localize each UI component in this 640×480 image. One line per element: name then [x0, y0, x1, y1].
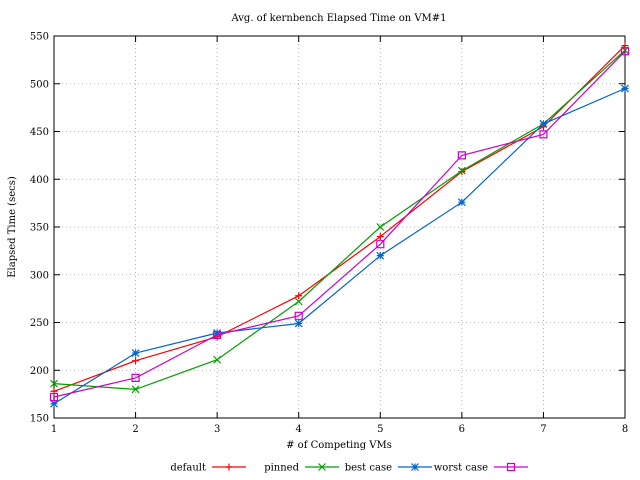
x-tick-label: 2	[132, 424, 138, 435]
x-tick-label: 4	[296, 424, 302, 435]
x-axis-label: # of Competing VMs	[286, 440, 392, 451]
x-tick-label: 8	[622, 424, 628, 435]
data-point-worst-case	[620, 47, 630, 56]
series-group	[49, 42, 630, 408]
y-axis-ticks: 150 200 250 300 350 400 450 500 550	[30, 32, 625, 425]
legend-swatch-marker	[411, 463, 419, 471]
series-best-case	[50, 84, 629, 408]
y-tick-label: 350	[30, 223, 49, 234]
legend-label: best case	[345, 463, 392, 474]
data-point-pinned	[457, 166, 466, 175]
y-tick-label: 450	[30, 127, 49, 138]
legend-label: default	[170, 463, 206, 474]
legend-label: worst case	[434, 463, 488, 474]
data-point-worst-case	[457, 151, 466, 160]
data-point-worst-case	[294, 311, 303, 320]
data-point-worst-case	[539, 130, 548, 139]
series-worst-case	[49, 47, 630, 402]
y-tick-label: 250	[30, 318, 49, 329]
legend-label: pinned	[264, 463, 299, 474]
data-point-default	[295, 292, 303, 300]
legend-item-worst-case: worst case	[434, 463, 528, 474]
y-tick-label: 200	[30, 366, 49, 377]
y-tick-label: 500	[30, 79, 49, 90]
data-point-best-case	[213, 329, 222, 337]
y-tick-label: 550	[30, 32, 49, 43]
legend-swatch-marker	[318, 463, 326, 471]
data-point-best-case	[50, 399, 58, 408]
legend-item-best-case: best case	[345, 463, 432, 474]
x-tick-label: 1	[51, 424, 57, 435]
data-point-best-case	[376, 251, 385, 260]
series-line-pinned	[53, 49, 626, 391]
data-point-default	[376, 233, 384, 241]
data-point-worst-case	[131, 373, 140, 382]
x-tick-label: 7	[540, 424, 546, 435]
y-tick-label: 400	[30, 175, 49, 186]
series-default	[50, 42, 629, 395]
data-point-pinned	[376, 223, 385, 231]
series-pinned	[50, 46, 629, 394]
legend-swatch-marker	[225, 463, 233, 471]
series-line-default	[53, 45, 626, 392]
data-point-best-case	[621, 84, 629, 93]
plot-frame	[53, 35, 626, 419]
data-point-pinned	[294, 297, 303, 306]
data-point-default	[132, 357, 140, 365]
data-point-best-case	[457, 198, 466, 207]
legend-item-default: default	[170, 463, 246, 474]
y-tick-label: 150	[30, 414, 49, 425]
data-point-default	[458, 168, 466, 176]
data-point-pinned	[213, 355, 222, 364]
legend-swatch-marker	[506, 462, 516, 472]
chart-title: Avg. of kernbench Elapsed Time on VM#1	[230, 13, 446, 24]
data-point-best-case	[294, 319, 303, 328]
series-line-best-case	[53, 87, 626, 405]
data-point-worst-case	[213, 330, 222, 340]
legend-item-pinned: pinned	[264, 463, 339, 474]
x-axis-ticks: 1 2 3 4 5 6 7 8	[51, 36, 628, 435]
data-point-pinned	[50, 379, 58, 388]
x-tick-label: 5	[377, 424, 383, 435]
legend: default pinned best case worst case	[170, 463, 528, 474]
series-line-worst-case	[53, 50, 626, 398]
data-point-best-case	[131, 349, 140, 357]
y-axis-label: Elapsed Time (secs)	[7, 176, 18, 278]
y-tick-label: 300	[30, 270, 49, 281]
x-tick-label: 6	[459, 424, 465, 435]
data-point-pinned	[131, 385, 140, 394]
data-point-worst-case	[376, 240, 385, 249]
data-point-worst-case	[49, 392, 59, 402]
data-point-best-case	[539, 119, 548, 128]
x-tick-label: 3	[214, 424, 220, 435]
grid	[54, 36, 625, 418]
